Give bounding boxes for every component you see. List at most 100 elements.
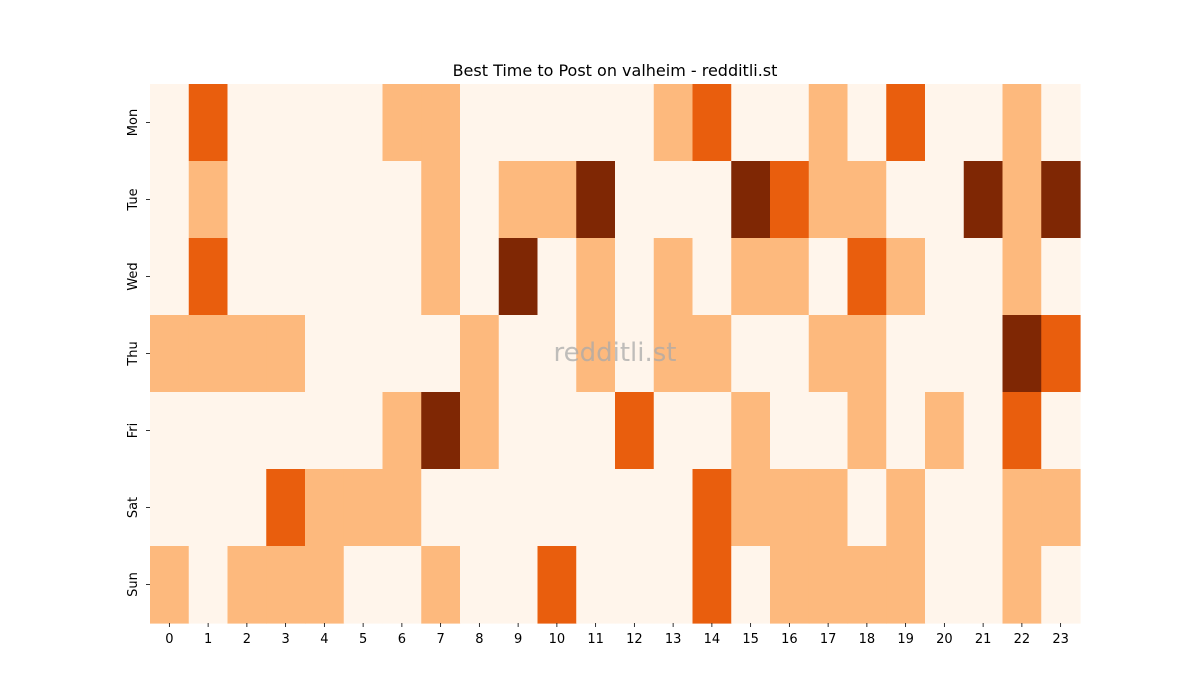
heatmap-cell-tue-22 <box>1002 161 1042 239</box>
heatmap-cell-sat-9 <box>498 469 539 547</box>
heatmap-cell-sat-19 <box>886 469 926 547</box>
heatmap-cell-tue-6 <box>382 161 422 239</box>
x-tick-label: 21 <box>975 632 992 647</box>
heatmap-cell-thu-13 <box>653 315 694 393</box>
heatmap-cell-sun-22 <box>1002 546 1042 624</box>
heatmap-cell-thu-10 <box>537 315 577 393</box>
x-tick-label: 19 <box>897 632 914 647</box>
heatmap-cell-fri-15 <box>731 392 771 470</box>
heatmap-cell-wed-4 <box>305 238 345 316</box>
x-tick-label: 20 <box>936 632 953 647</box>
heatmap-cell-fri-2 <box>227 392 267 470</box>
heatmap-cell-sun-7 <box>421 546 461 624</box>
heatmap-cell-thu-15 <box>731 315 771 393</box>
heatmap-cell-sun-14 <box>692 546 732 624</box>
heatmap-cell-mon-0 <box>150 84 190 162</box>
heatmap-cell-sat-20 <box>925 469 965 547</box>
heatmap-cell-mon-3 <box>266 84 306 162</box>
heatmap-cell-tue-21 <box>963 161 1004 239</box>
heatmap-cell-sat-12 <box>615 469 655 547</box>
heatmap-cell-mon-1 <box>188 84 229 162</box>
heatmap-cell-mon-6 <box>382 84 422 162</box>
heatmap-cell-tue-10 <box>537 161 577 239</box>
heatmap-cell-tue-17 <box>808 161 849 239</box>
heatmap-cell-fri-7 <box>421 392 461 470</box>
heatmap-cell-tue-8 <box>460 161 500 239</box>
heatmap-cell-mon-7 <box>421 84 461 162</box>
heatmap-cell-mon-23 <box>1041 84 1081 162</box>
heatmap-cell-mon-4 <box>305 84 345 162</box>
x-tick-label: 2 <box>243 632 251 647</box>
heatmap-cell-sat-6 <box>382 469 422 547</box>
heatmap-cell-fri-22 <box>1002 392 1042 470</box>
heatmap-cell-tue-4 <box>305 161 345 239</box>
heatmap-cell-wed-18 <box>847 238 887 316</box>
heatmap-cell-thu-16 <box>770 315 810 393</box>
heatmap-cell-tue-15 <box>731 161 771 239</box>
heatmap-cell-sun-18 <box>847 546 887 624</box>
heatmap-cell-wed-14 <box>692 238 732 316</box>
heatmap-cell-sat-13 <box>653 469 694 547</box>
heatmap-cell-wed-23 <box>1041 238 1081 316</box>
heatmap-cell-mon-17 <box>808 84 849 162</box>
heatmap-cell-wed-5 <box>343 238 384 316</box>
heatmap-cell-fri-4 <box>305 392 345 470</box>
heatmap-cell-mon-18 <box>847 84 887 162</box>
heatmap-cell-thu-9 <box>498 315 539 393</box>
heatmap-cell-sun-13 <box>653 546 694 624</box>
heatmap-cell-tue-2 <box>227 161 267 239</box>
x-tick-label: 5 <box>359 632 367 647</box>
heatmap-cell-fri-13 <box>653 392 694 470</box>
heatmap-cell-thu-22 <box>1002 315 1042 393</box>
y-tick-label: Thu <box>126 341 141 366</box>
heatmap-cell-wed-15 <box>731 238 771 316</box>
heatmap-cell-sun-20 <box>925 546 965 624</box>
heatmap-cell-mon-10 <box>537 84 577 162</box>
heatmap-cell-thu-1 <box>188 315 229 393</box>
heatmap-cell-wed-20 <box>925 238 965 316</box>
heatmap-cell-fri-10 <box>537 392 577 470</box>
x-tick-label: 10 <box>549 632 566 647</box>
heatmap-cell-sun-19 <box>886 546 926 624</box>
heatmap-cell-tue-0 <box>150 161 190 239</box>
heatmap-cell-wed-8 <box>460 238 500 316</box>
heatmap-cell-sat-15 <box>731 469 771 547</box>
heatmap-cell-mon-2 <box>227 84 267 162</box>
heatmap-cell-wed-7 <box>421 238 461 316</box>
heatmap-cell-sat-11 <box>576 469 616 547</box>
heatmap-cell-mon-12 <box>615 84 655 162</box>
heatmap-cell-fri-5 <box>343 392 384 470</box>
heatmap-cell-thu-11 <box>576 315 616 393</box>
heatmap-cell-wed-0 <box>150 238 190 316</box>
heatmap-cell-sat-18 <box>847 469 887 547</box>
heatmap-cell-tue-3 <box>266 161 306 239</box>
x-tick-label: 7 <box>436 632 444 647</box>
x-tick-label: 6 <box>398 632 406 647</box>
heatmap-cell-wed-21 <box>963 238 1004 316</box>
heatmap-cell-tue-13 <box>653 161 694 239</box>
heatmap-cell-sat-21 <box>963 469 1004 547</box>
x-tick-label: 4 <box>320 632 328 647</box>
heatmap-cell-fri-17 <box>808 392 849 470</box>
heatmap-cell-fri-23 <box>1041 392 1081 470</box>
heatmap-cell-sat-7 <box>421 469 461 547</box>
x-tick-label: 11 <box>587 632 604 647</box>
x-tick-label: 12 <box>626 632 643 647</box>
heatmap-cell-sun-12 <box>615 546 655 624</box>
heatmap-cell-sat-22 <box>1002 469 1042 547</box>
heatmap-cell-sun-23 <box>1041 546 1081 624</box>
heatmap-cell-sat-2 <box>227 469 267 547</box>
heatmap-cell-fri-20 <box>925 392 965 470</box>
heatmap-cell-tue-14 <box>692 161 732 239</box>
chart-title: Best Time to Post on valheim - redditli.… <box>453 61 778 80</box>
y-tick-label: Fri <box>126 423 141 439</box>
heatmap-cell-fri-14 <box>692 392 732 470</box>
heatmap-cell-sat-5 <box>343 469 384 547</box>
heatmap-cell-sun-15 <box>731 546 771 624</box>
heatmap-cell-mon-19 <box>886 84 926 162</box>
heatmap-cell-fri-8 <box>460 392 500 470</box>
y-axis: Mon Tue Wed Thu Fri Sat Sun <box>126 109 150 597</box>
heatmap-cell-thu-8 <box>460 315 500 393</box>
heatmap-cell-wed-16 <box>770 238 810 316</box>
heatmap-cell-sun-5 <box>343 546 384 624</box>
